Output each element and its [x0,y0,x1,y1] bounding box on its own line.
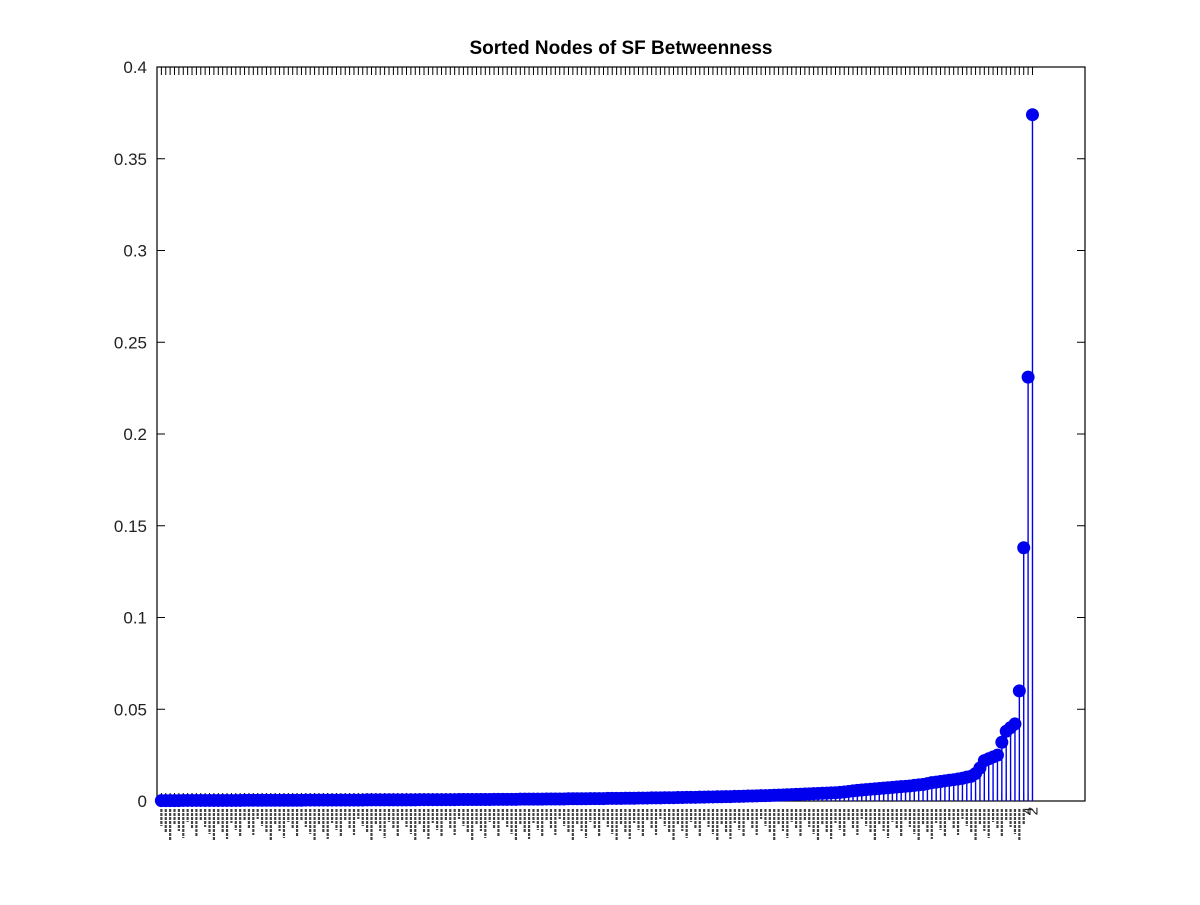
x-tick-label: 2 [1024,807,1041,815]
axes-box [156,66,1086,802]
stem-marker [1025,108,1039,122]
y-tick-label: 0.3 [123,242,147,261]
stem-marker [1021,370,1035,384]
y-tick-label: 0.35 [114,150,147,169]
y-tick-label: 0.25 [114,333,147,352]
stem-marker [995,735,1009,749]
stem-marker [1008,717,1022,731]
y-tick-label: 0.15 [114,517,147,536]
y-tick-label: 0.2 [123,425,147,444]
y-tick-label: 0.05 [114,700,147,719]
stem-marker [1012,684,1026,698]
stem-marker [990,748,1004,762]
y-tick-label: 0.1 [123,609,147,628]
chart-title: Sorted Nodes of SF Betweenness [469,38,772,59]
plot-area: 0 0.05 0.1 0.15 0.2 0.25 0.3 0.35 0.4 42 [114,58,1086,841]
x-tick-label: 4 [1020,807,1037,815]
stem-marker [1017,541,1031,555]
y-tick-label: 0.4 [123,58,147,77]
y-tick-label: 0 [138,792,147,811]
